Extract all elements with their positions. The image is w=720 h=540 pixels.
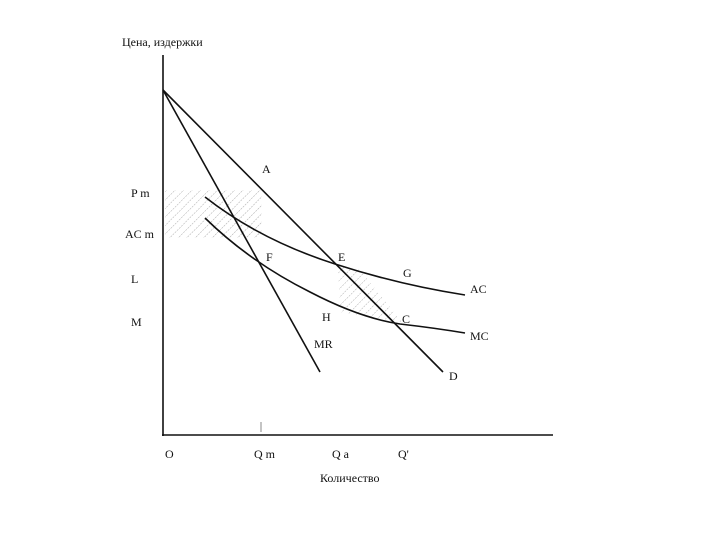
x-axis-label: Количество: [320, 471, 379, 485]
price-label: AC m: [125, 227, 155, 241]
mr-line: [162, 89, 321, 373]
point-label: G: [403, 266, 412, 280]
curve-label: MR: [314, 337, 333, 351]
hatched-loss-area: [338, 266, 402, 322]
point-label: E: [338, 250, 345, 264]
point-label: F: [266, 250, 273, 264]
price-label: L: [131, 272, 138, 286]
price-label: P m: [131, 186, 150, 200]
origin-label: O: [165, 447, 174, 461]
ac-curve: [204, 196, 466, 296]
demand-line: [162, 89, 444, 373]
quantity-label: Q a: [332, 447, 350, 461]
point-label: A: [262, 162, 271, 176]
curve-label: AC: [470, 282, 487, 296]
point-label: C: [402, 312, 410, 326]
point-label: H: [322, 310, 331, 324]
curve-label: D: [449, 369, 458, 383]
quantity-label: Q m: [254, 447, 276, 461]
quantity-label: Q': [398, 447, 409, 461]
price-label: M: [131, 315, 142, 329]
hatched-profit-area: [165, 190, 262, 238]
curve-label: MC: [470, 329, 489, 343]
y-axis-label: Цена, издержки: [122, 35, 203, 49]
mc-curve: [204, 217, 466, 334]
